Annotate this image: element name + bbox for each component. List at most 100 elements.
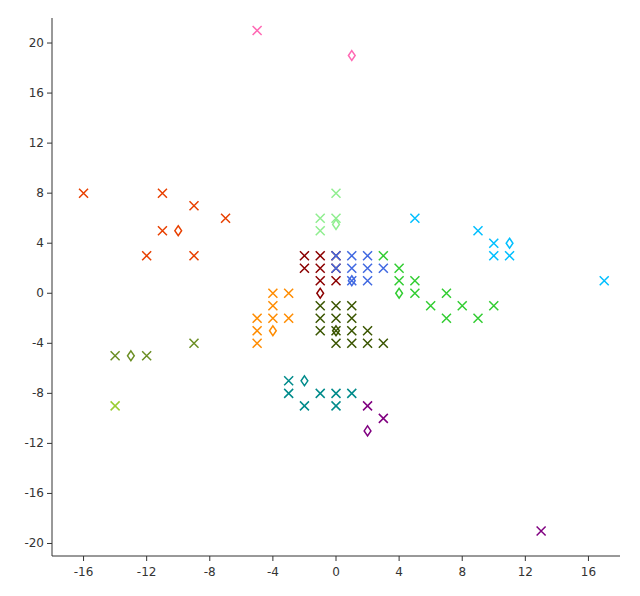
x-point (332, 251, 341, 260)
x-point (158, 226, 167, 235)
x-point (316, 251, 325, 260)
diamond-point (364, 426, 371, 436)
x-point (79, 189, 88, 198)
x-point (332, 389, 341, 398)
x-point (395, 276, 404, 285)
x-point (158, 189, 167, 198)
diamond-point (348, 51, 355, 61)
y-tick-label: 4 (36, 236, 44, 250)
x-point (458, 301, 467, 310)
x-point (379, 414, 388, 423)
x-point (300, 264, 309, 273)
series (363, 401, 546, 535)
x-point (395, 264, 404, 273)
x-point (489, 239, 498, 248)
chart: -16-12-8-40481216-20-16-12-8-4048121620 (0, 0, 640, 596)
series (348, 51, 355, 61)
x-point (268, 301, 277, 310)
series (379, 251, 498, 323)
y-tick-label: 20 (29, 36, 44, 50)
diamond-point (317, 288, 324, 298)
diamond-point (348, 276, 355, 286)
x-point (489, 251, 498, 260)
x-point (316, 389, 325, 398)
series (111, 401, 120, 410)
y-tick-label: -16 (24, 486, 44, 500)
x-tick-label: -16 (74, 565, 94, 579)
x-point (363, 264, 372, 273)
y-tick-label: 8 (36, 186, 44, 200)
y-tick (47, 543, 52, 544)
x-point (332, 314, 341, 323)
series (79, 189, 230, 261)
x-point (347, 251, 356, 260)
x-tick-label: -8 (204, 565, 216, 579)
x-point (316, 214, 325, 223)
x-tick (83, 556, 84, 561)
x-point (190, 251, 199, 260)
x-tick (336, 556, 337, 561)
x-point (332, 189, 341, 198)
x-point (347, 301, 356, 310)
x-point (363, 251, 372, 260)
series (364, 426, 371, 436)
series (317, 288, 324, 298)
x-point (489, 301, 498, 310)
x-point (332, 264, 341, 273)
x-point (379, 339, 388, 348)
x-point (316, 326, 325, 335)
series (316, 301, 388, 348)
x-point (332, 301, 341, 310)
series (396, 288, 403, 298)
x-point (253, 326, 262, 335)
x-tick (399, 556, 400, 561)
x-point (442, 314, 451, 323)
series (253, 26, 262, 35)
x-tick (588, 556, 589, 561)
y-tick (47, 393, 52, 394)
series (410, 214, 608, 286)
x-point (142, 351, 151, 360)
y-tick (47, 143, 52, 144)
series (333, 326, 340, 336)
x-point (316, 264, 325, 273)
x-point (505, 251, 514, 260)
y-tick-label: 12 (29, 136, 44, 150)
x-tick-label: -12 (137, 565, 157, 579)
y-tick (47, 493, 52, 494)
x-point (190, 339, 199, 348)
x-point (316, 301, 325, 310)
x-point (316, 226, 325, 235)
diamond-point (301, 376, 308, 386)
x-point (410, 214, 419, 223)
x-point (379, 264, 388, 273)
x-point (332, 276, 341, 285)
x-point (300, 401, 309, 410)
x-point (474, 314, 483, 323)
x-point (363, 326, 372, 335)
series (301, 376, 308, 386)
y-tick (47, 43, 52, 44)
y-tick-label: -12 (24, 436, 44, 450)
x-point (253, 314, 262, 323)
x-tick-label: 0 (332, 565, 340, 579)
x-point (347, 314, 356, 323)
series (332, 251, 388, 285)
x-point (316, 314, 325, 323)
x-point (410, 289, 419, 298)
x-point (537, 526, 546, 535)
x-point (347, 276, 356, 285)
x-point (363, 401, 372, 410)
y-tick (47, 443, 52, 444)
series (316, 189, 341, 236)
y-tick (47, 193, 52, 194)
y-tick-label: 16 (29, 86, 44, 100)
x-tick (272, 556, 273, 561)
diamond-point (333, 219, 340, 229)
x-point (111, 401, 120, 410)
y-tick-label: -4 (32, 336, 44, 350)
x-point (347, 339, 356, 348)
y-tick (47, 243, 52, 244)
series (111, 339, 199, 361)
x-point (284, 389, 293, 398)
